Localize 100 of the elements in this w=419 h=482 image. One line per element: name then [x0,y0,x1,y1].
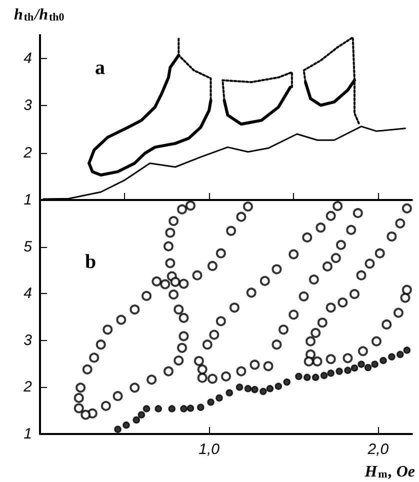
point [396,350,404,358]
point [209,330,220,340]
x-tick-label: 2,0 [366,441,390,458]
y-tick-label: 3 [24,97,33,114]
point [371,360,378,368]
y-tick-label: 4 [24,50,32,68]
point [266,384,274,392]
point [197,364,208,374]
annotation: b [85,251,96,273]
point [168,216,179,226]
point [130,382,140,393]
point [236,384,244,391]
point [278,324,288,335]
point [160,279,170,290]
point [374,248,385,258]
point [400,292,410,303]
point [274,382,282,390]
point [194,356,204,366]
point [96,340,106,350]
point [364,364,372,372]
point [165,258,176,268]
point [196,404,204,411]
point [380,356,387,364]
y-tick-label: 2 [22,378,33,396]
point [356,270,366,280]
point [236,366,246,376]
point [263,361,274,372]
point [306,336,316,346]
point [192,270,202,280]
point [344,366,352,374]
point [358,346,368,356]
point [226,226,236,236]
point [364,258,375,269]
point [236,212,246,222]
point [180,405,188,412]
point [80,410,91,420]
point [221,371,231,382]
point [216,316,226,326]
point [283,378,291,386]
point [386,232,397,242]
point [154,405,162,412]
point [395,218,406,228]
point [74,403,84,414]
x-tick-label: 1,0 [198,441,220,458]
point [132,416,140,424]
point [298,291,309,302]
x-axis-title: Hm, Oe [364,464,415,480]
point [388,353,396,360]
point [130,304,140,315]
point [320,372,328,380]
point [246,288,256,298]
point [168,290,179,300]
point [164,366,174,376]
point [146,374,157,385]
point [402,203,412,214]
point [177,204,188,214]
point [170,276,180,287]
point [207,398,214,406]
point [288,249,299,260]
point [197,372,208,383]
point [302,232,312,242]
point [310,328,321,338]
point [122,421,130,429]
point [312,374,320,382]
point [216,248,226,258]
point [372,336,382,346]
point [326,354,336,364]
point [168,405,176,412]
point [393,308,404,318]
point [242,202,253,212]
point [308,274,319,285]
y-tick-label: 1 [24,192,32,208]
point [100,400,111,411]
point [352,208,363,218]
point [312,356,322,366]
y-tick-label: 4 [24,285,32,302]
point [322,261,332,272]
point [327,370,334,377]
point [178,331,189,342]
point [350,364,358,372]
point [207,374,218,384]
point [207,260,218,271]
point [112,391,123,402]
point [272,340,282,350]
point [336,240,346,250]
point [82,364,92,374]
point [178,312,189,323]
point [226,389,234,396]
point [402,284,412,295]
point [165,228,176,238]
point [288,310,299,320]
point [142,405,150,412]
point [342,353,353,364]
point [102,324,113,335]
point [174,356,184,366]
point [350,289,360,300]
point [250,360,260,370]
y-axis-title: hth/hth0 [14,6,65,24]
point [338,297,348,308]
point [316,222,326,233]
